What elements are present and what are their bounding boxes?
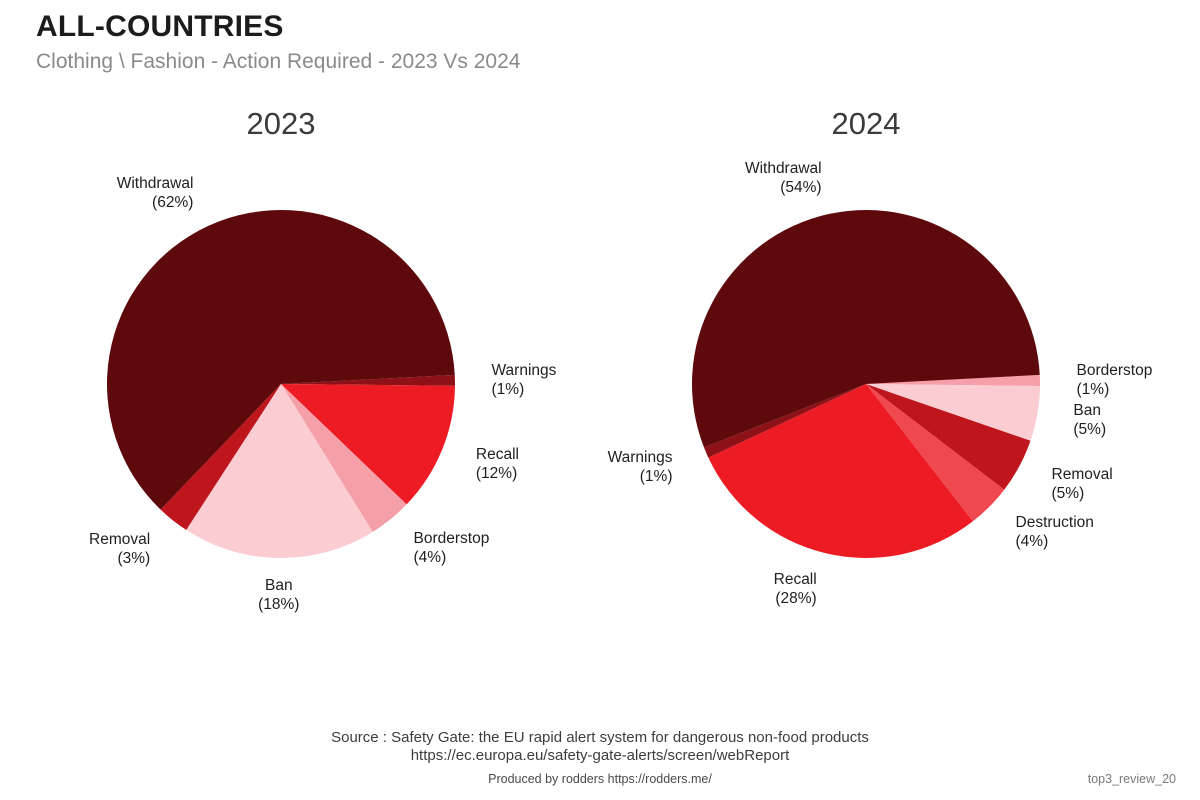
pie-slice-2023-borderstop[interactable] <box>281 384 407 532</box>
pie-title-2023: 2023 <box>246 106 316 141</box>
pie-slice-2023-recall[interactable] <box>281 384 455 505</box>
pie-slice-2023-warnings[interactable] <box>281 374 455 386</box>
pie-slice-2024-destruction[interactable] <box>866 384 1005 522</box>
pie-slice-2024-removal[interactable] <box>866 384 1031 490</box>
pie-2024 <box>691 210 1041 558</box>
pie-slice-2024-ban[interactable] <box>866 384 1040 441</box>
pie-slice-2023-withdrawal[interactable] <box>106 209 455 510</box>
page-title: ALL-COUNTRIES <box>36 10 284 43</box>
pie-slice-2024-warnings[interactable] <box>703 384 866 458</box>
pie-slice-2024-recall[interactable] <box>708 384 973 558</box>
source-link: https://ec.europa.eu/safety-gate-alerts/… <box>410 747 790 764</box>
watermark-label: top3_review_20 <box>1087 772 1176 786</box>
pie-slice-2024-withdrawal[interactable] <box>691 210 1040 448</box>
page-subtitle: Clothing \ Fashion - Action Required - 2… <box>36 50 521 73</box>
pie-2023 <box>106 209 455 559</box>
produced-by-note: Produced by rodders https://rodders.me/ <box>488 772 712 786</box>
pie-slice-2024-borderstop[interactable] <box>866 374 1041 387</box>
pie-slice-2023-removal[interactable] <box>160 384 281 530</box>
source-line-1: Source : Safety Gate: the EU rapid alert… <box>331 729 869 746</box>
source-note: Source : Safety Gate: the EU rapid alert… <box>0 729 1200 765</box>
pie-title-2024: 2024 <box>831 106 901 141</box>
pie-slice-2023-ban[interactable] <box>186 384 373 559</box>
